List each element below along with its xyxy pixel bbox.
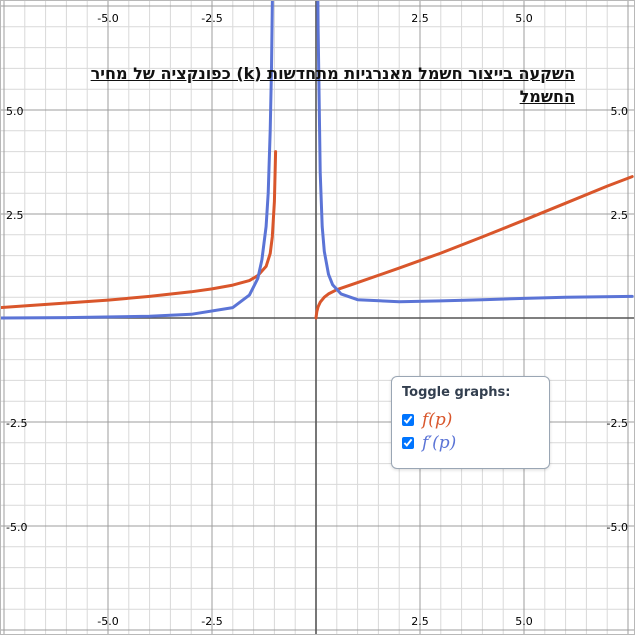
x-tick-label-top: -5.0: [97, 12, 118, 25]
y-tick-label-right: -5.0: [607, 521, 628, 534]
y-tick-label-right: 2.5: [611, 209, 629, 222]
y-tick-label-left: 5.0: [6, 105, 24, 118]
chart-title: השקעה בייצור חשמל מאנרגיות מתחדשות (k) כ…: [90, 64, 575, 106]
legend-label-f-prime: f′(p): [422, 432, 457, 453]
y-tick-label-left: -5.0: [6, 521, 27, 534]
x-tick-label-top: 2.5: [411, 12, 429, 25]
legend-label-f: f(p): [422, 409, 453, 430]
y-tick-label-left: 2.5: [6, 209, 24, 222]
tick-labels: -5.0 -2.5 2.5 5.0 -5.0 -2.5 2.5 5.0 5.0 …: [6, 12, 628, 628]
y-tick-label-left: -2.5: [6, 417, 27, 430]
y-tick-label-right: -2.5: [607, 417, 628, 430]
x-tick-label-top: 5.0: [515, 12, 533, 25]
x-tick-label-top: -2.5: [201, 12, 222, 25]
legend-item-f-prime: f′(p): [402, 431, 539, 454]
y-tick-label-right: 5.0: [611, 105, 629, 118]
x-tick-label-bottom: 5.0: [515, 615, 533, 628]
toggle-f-checkbox[interactable]: [402, 413, 414, 426]
legend-item-f: f(p): [402, 408, 539, 431]
x-tick-label-bottom: 2.5: [411, 615, 429, 628]
x-tick-label-bottom: -5.0: [97, 615, 118, 628]
legend-title: Toggle graphs:: [402, 385, 511, 400]
x-tick-label-bottom: -2.5: [201, 615, 222, 628]
series-line-f-branch-1: [0, 150, 278, 310]
series-line-f-branch-2: [314, 175, 634, 320]
series-line-f-prime-branch-2: [316, 0, 634, 304]
curves: [0, 0, 634, 320]
series-line-f-prime-branch-1: [0, 0, 274, 320]
toggle-f-prime-checkbox[interactable]: [402, 436, 414, 449]
toggle-graphs-panel: Toggle graphs: f(p) f′(p): [391, 376, 550, 469]
